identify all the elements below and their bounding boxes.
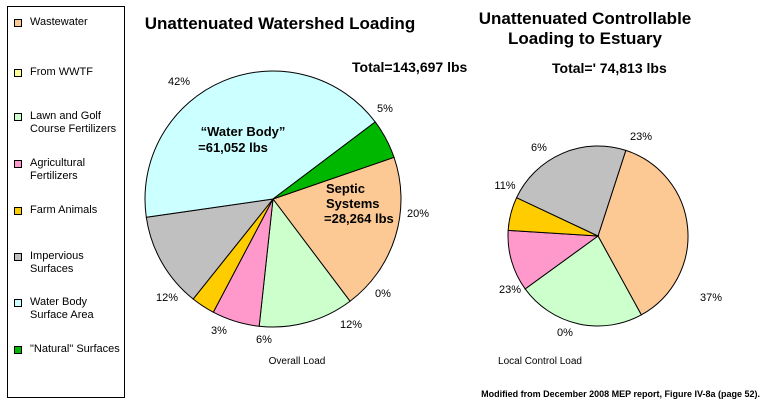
- slice-percent-label: 3%: [211, 325, 227, 337]
- legend-swatch: [14, 253, 22, 261]
- slice-percent-label: 23%: [630, 131, 652, 143]
- pie-slice: [144, 70, 376, 218]
- slice-percent-label: 6%: [531, 142, 547, 154]
- slice-percent-label: 20%: [407, 208, 429, 220]
- legend-swatch: [14, 207, 22, 215]
- pie-chart-watershed: 20% 0% 12% 6% 3% 12% 42% 5%: [144, 70, 429, 346]
- septic-annotation: Septic: [326, 181, 365, 196]
- pie-chart-controllable: 37% 0% 23% 11% 6% 23%: [494, 131, 722, 339]
- legend-swatch: [14, 346, 22, 354]
- water-body-annotation: “Water Body”: [201, 124, 286, 139]
- slice-percent-label: 23%: [499, 284, 521, 296]
- legend-swatch: [14, 113, 22, 121]
- pie-slice: [524, 235, 643, 327]
- legend-label: From WWTF: [30, 66, 93, 78]
- slice-percent-label: 37%: [700, 292, 722, 304]
- legend-label: Impervious Surfaces: [30, 250, 84, 275]
- septic-value-annotation: =28,264 lbs: [324, 211, 394, 226]
- total-label-controllable: Total=' 74,813 lbs: [552, 60, 667, 76]
- slice-percent-label: 12%: [340, 319, 362, 331]
- slice-percent-label: 12%: [156, 292, 178, 304]
- pie-slice: [515, 145, 627, 237]
- legend-swatch: [14, 160, 22, 168]
- chart-title-watershed: Unattenuated Watershed Loading: [144, 14, 416, 33]
- legend-label: Wastewater: [30, 16, 88, 28]
- slice-percent-label: 0%: [375, 288, 391, 300]
- septic-annotation-line2: Systems: [326, 196, 379, 211]
- water-body-value-annotation: =61,052 lbs: [198, 140, 268, 155]
- legend-label: Agricultural Fertilizers: [30, 157, 86, 182]
- pie-slice: [145, 198, 275, 300]
- legend-swatch: [14, 299, 22, 307]
- total-label-watershed: Total=143,697 lbs: [352, 59, 468, 75]
- legend-label: Lawn and Golf Course Fertilizers: [30, 110, 117, 135]
- pie-slice: [272, 156, 402, 302]
- slice-percent-label: 5%: [377, 103, 393, 115]
- pie-slice: [597, 149, 689, 316]
- legend-swatch: [14, 69, 22, 77]
- slice-percent-label: 6%: [256, 334, 272, 346]
- pie-slice: [272, 121, 395, 200]
- legend-label: "Natural" Surfaces: [30, 343, 120, 355]
- slice-percent-label: 11%: [494, 180, 515, 192]
- legend-label: Water Body Surface Area: [30, 296, 94, 321]
- source-footnote: Modified from December 2008 MEP report, …: [481, 389, 760, 399]
- chart-title-controllable: Unattenuated Controllable Loading to Est…: [478, 9, 692, 48]
- legend-label: Farm Animals: [30, 204, 98, 216]
- slice-percent-label: 0%: [557, 327, 573, 339]
- slice-percent-label: 42%: [168, 76, 190, 88]
- legend: Wastewater From WWTF Lawn and Golf Cours…: [7, 6, 125, 398]
- caption-overall-load: Overall Load: [269, 356, 326, 367]
- pie-slice: [258, 197, 351, 328]
- legend-swatch: [14, 19, 22, 27]
- caption-local-control-load: Local Control Load: [498, 356, 582, 367]
